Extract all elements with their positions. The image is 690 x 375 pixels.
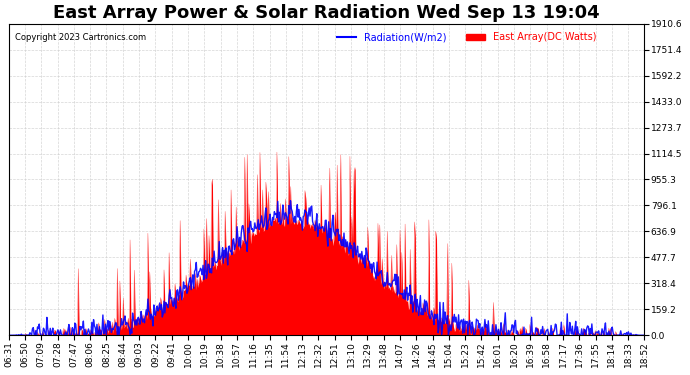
Title: East Array Power & Solar Radiation Wed Sep 13 19:04: East Array Power & Solar Radiation Wed S…: [53, 4, 600, 22]
Legend: Radiation(W/m2), East Array(DC Watts): Radiation(W/m2), East Array(DC Watts): [333, 28, 600, 46]
Text: Copyright 2023 Cartronics.com: Copyright 2023 Cartronics.com: [15, 33, 146, 42]
